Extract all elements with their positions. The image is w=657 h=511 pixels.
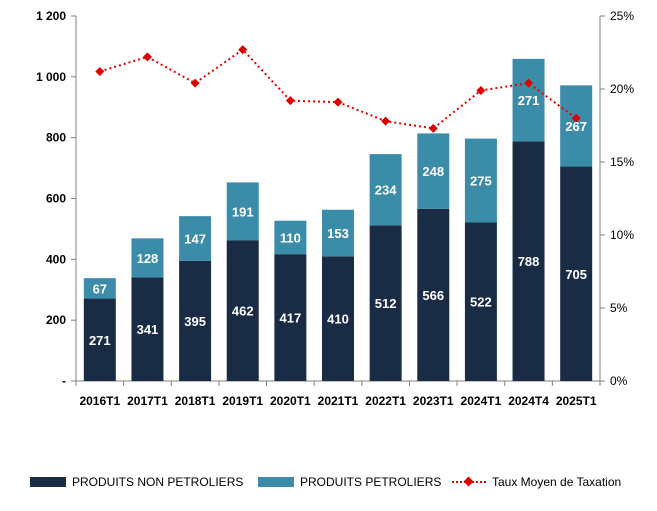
rate-point xyxy=(142,52,152,62)
y-left-tick-label: 800 xyxy=(46,131,66,145)
x-tick-label: 2019T1 xyxy=(222,394,263,408)
chart-axes: - 200 400 600 800 1 000 1 200 0% 5% 10% 15% 20% 25% 2… xyxy=(36,9,634,408)
bar-non-petroliers xyxy=(417,208,450,381)
legend-item-petroliers: PRODUITS PETROLIERS xyxy=(258,470,441,494)
bar-petroliers xyxy=(512,58,545,142)
legend-item-taux: Taux Moyen de Taxation xyxy=(452,470,621,494)
bar-petroliers xyxy=(274,220,307,255)
data-label-non-petroliers: 417 xyxy=(280,311,302,326)
bar-petroliers xyxy=(417,133,450,209)
y-left-tick-label: 400 xyxy=(46,252,66,266)
x-tick-label: 2022T1 xyxy=(365,394,406,408)
data-label-petroliers: 147 xyxy=(184,231,206,246)
y-right-tick-label: 10% xyxy=(610,228,634,242)
data-label-non-petroliers: 462 xyxy=(232,304,254,319)
legend-label-taux: Taux Moyen de Taxation xyxy=(492,475,622,489)
rate-point xyxy=(571,113,581,123)
chart: - 200 400 600 800 1 000 1 200 0% 5% 10% 15% 20% 25% 2… xyxy=(36,9,634,408)
bar-petroliers xyxy=(560,85,593,167)
rate-line-path xyxy=(99,48,577,130)
y-left-tick-label: 1 200 xyxy=(36,9,66,23)
bar-non-petroliers xyxy=(179,260,212,381)
chart-labels: 271 67 341 128 395 147 462 191 417 110 410 153 512 23… xyxy=(89,93,587,348)
data-label-non-petroliers: 410 xyxy=(327,312,349,327)
bar-non-petroliers xyxy=(274,254,307,381)
y-right-tick-label: 25% xyxy=(610,9,634,23)
data-label-petroliers: 191 xyxy=(232,204,254,219)
y-right-tick-label: 5% xyxy=(610,301,628,315)
bar-non-petroliers xyxy=(464,222,497,381)
data-label-non-petroliers: 705 xyxy=(565,267,587,282)
bar-petroliers xyxy=(322,209,354,257)
rate-point xyxy=(95,66,105,76)
data-label-petroliers: 248 xyxy=(422,164,444,179)
x-tick-label: 2018T1 xyxy=(175,394,216,408)
data-label-petroliers: 234 xyxy=(375,183,397,198)
data-label-non-petroliers: 341 xyxy=(137,322,159,337)
y-right-tick-label: 0% xyxy=(610,374,628,388)
legend-marker-taux xyxy=(452,476,486,487)
bar-non-petroliers xyxy=(369,225,402,381)
chart-bars xyxy=(83,58,593,381)
legend-swatch-petroliers xyxy=(258,477,294,487)
x-tick-label: 2017T1 xyxy=(127,394,168,408)
data-label-non-petroliers: 512 xyxy=(375,296,397,311)
data-label-non-petroliers: 788 xyxy=(518,254,540,269)
y-right-tick-label: 15% xyxy=(610,155,634,169)
legend-item-non-petroliers: PRODUITS NON PETROLIERS xyxy=(30,470,243,494)
data-label-petroliers: 271 xyxy=(518,93,540,108)
data-label-petroliers: 275 xyxy=(470,173,492,188)
x-tick-label: 2021T1 xyxy=(318,394,359,408)
data-label-non-petroliers: 566 xyxy=(422,288,444,303)
bar-petroliers xyxy=(179,216,212,261)
x-tick-label: 2023T1 xyxy=(413,394,454,408)
data-label-petroliers: 153 xyxy=(327,226,349,241)
bar-petroliers xyxy=(131,238,164,278)
y-right-tick-label: 20% xyxy=(610,82,634,96)
legend-label-petroliers: PRODUITS PETROLIERS xyxy=(300,475,442,489)
x-tick-label: 2024T4 xyxy=(508,394,549,408)
rate-point xyxy=(476,85,486,95)
legend-label-non-petroliers: PRODUITS NON PETROLIERS xyxy=(72,475,244,489)
bar-petroliers xyxy=(464,138,497,223)
y-left-tick-label: 200 xyxy=(46,313,66,327)
bar-non-petroliers xyxy=(560,166,593,381)
rate-point xyxy=(238,45,248,55)
y-left-tick-label: - xyxy=(62,374,66,388)
data-label-petroliers: 110 xyxy=(280,230,301,245)
rate-point xyxy=(190,78,200,88)
rate-point xyxy=(381,116,391,126)
data-label-non-petroliers: 271 xyxy=(89,333,111,348)
bar-non-petroliers xyxy=(226,240,259,381)
chart-legend: PRODUITS NON PETROLIERS PRODUITS PETROLI… xyxy=(0,470,657,494)
x-tick-label: 2024T1 xyxy=(461,394,502,408)
x-tick-label: 2016T1 xyxy=(79,394,120,408)
data-label-non-petroliers: 395 xyxy=(184,314,206,329)
x-tick-label: 2025T1 xyxy=(556,394,597,408)
bar-petroliers xyxy=(83,278,116,299)
data-label-petroliers: 67 xyxy=(93,281,107,296)
data-label-petroliers: 128 xyxy=(137,251,159,266)
data-label-non-petroliers: 522 xyxy=(470,295,492,310)
bar-non-petroliers xyxy=(512,141,545,381)
rate-point xyxy=(333,97,343,107)
rate-point xyxy=(524,78,534,88)
rate-point xyxy=(428,123,438,133)
chart-rate-line xyxy=(95,45,581,133)
data-label-petroliers: 267 xyxy=(565,119,587,134)
bar-petroliers xyxy=(369,154,402,226)
y-left-tick-label: 600 xyxy=(46,192,66,206)
legend-swatch-non-petroliers xyxy=(30,477,66,487)
x-tick-label: 2020T1 xyxy=(270,394,311,408)
bar-non-petroliers xyxy=(83,298,116,381)
bar-non-petroliers xyxy=(131,277,164,381)
rate-point xyxy=(285,96,295,106)
bar-non-petroliers xyxy=(322,256,354,381)
bar-petroliers xyxy=(226,182,259,241)
y-left-tick-label: 1 000 xyxy=(36,70,66,84)
